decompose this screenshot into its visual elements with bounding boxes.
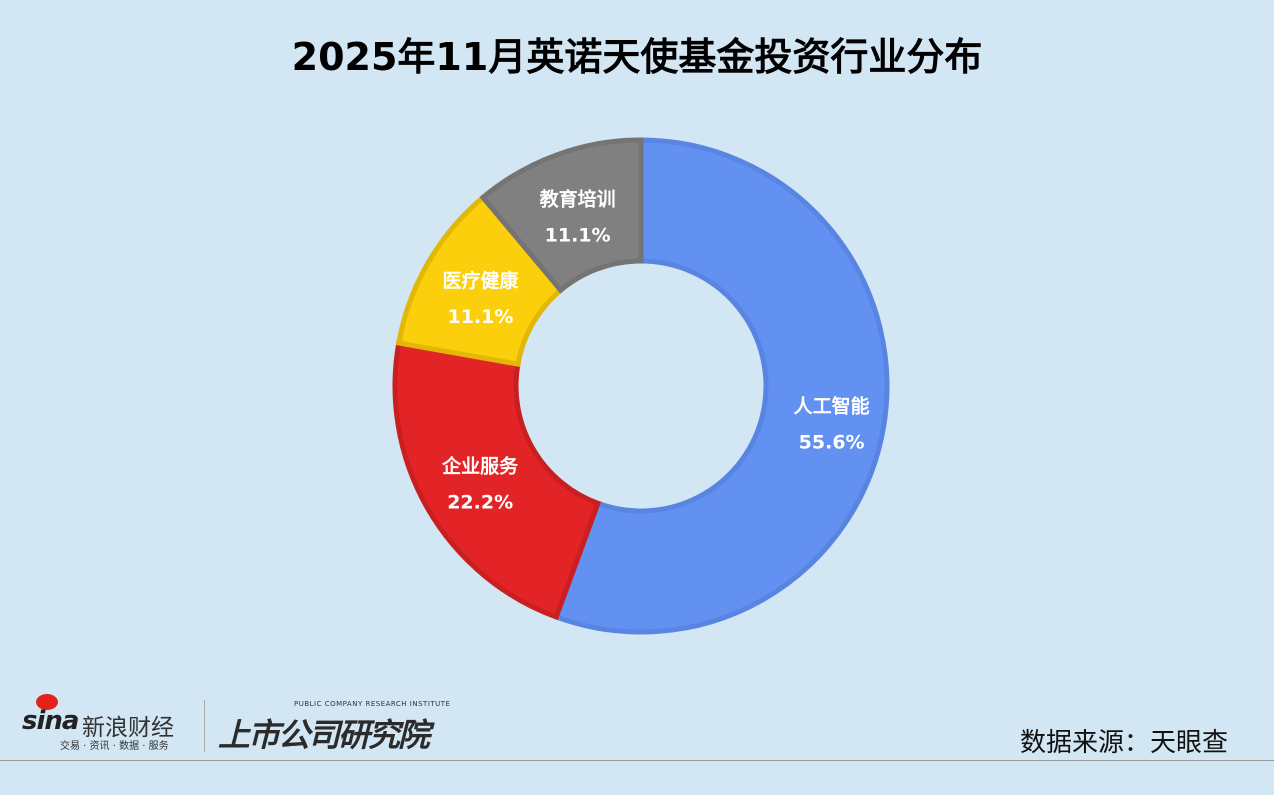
institute-en: PUBLIC COMPANY RESEARCH INSTITUTE (294, 700, 451, 708)
slice-label: 教育培训 (540, 188, 616, 211)
institute-cn: 上市公司研究院 (218, 716, 430, 754)
slice-value: 22.2% (447, 491, 513, 513)
slice-3 (479, 137, 644, 294)
sina-logo-sub: 交易 · 资讯 · 数据 · 服务 (60, 741, 169, 752)
sina-logo-word: sina (22, 706, 79, 736)
logo-divider (204, 700, 205, 752)
footer-divider (0, 760, 1274, 761)
sina-logo-cn: 新浪财经 (82, 715, 174, 741)
slice-value: 11.1% (447, 306, 513, 328)
slice-0 (553, 137, 890, 635)
slice-value: 55.6% (799, 431, 865, 453)
slice-label: 医疗健康 (442, 269, 519, 292)
slice-value: 11.1% (545, 225, 611, 247)
slice-label: 人工智能 (794, 394, 870, 417)
slice-1 (392, 340, 602, 621)
sina-eye-icon (36, 694, 58, 710)
slice-label: 企业服务 (441, 454, 519, 477)
chart-title: 2025年11月英诺天使基金投资行业分布 (291, 35, 983, 79)
data-source: 数据来源：天眼查 (1019, 728, 1228, 758)
